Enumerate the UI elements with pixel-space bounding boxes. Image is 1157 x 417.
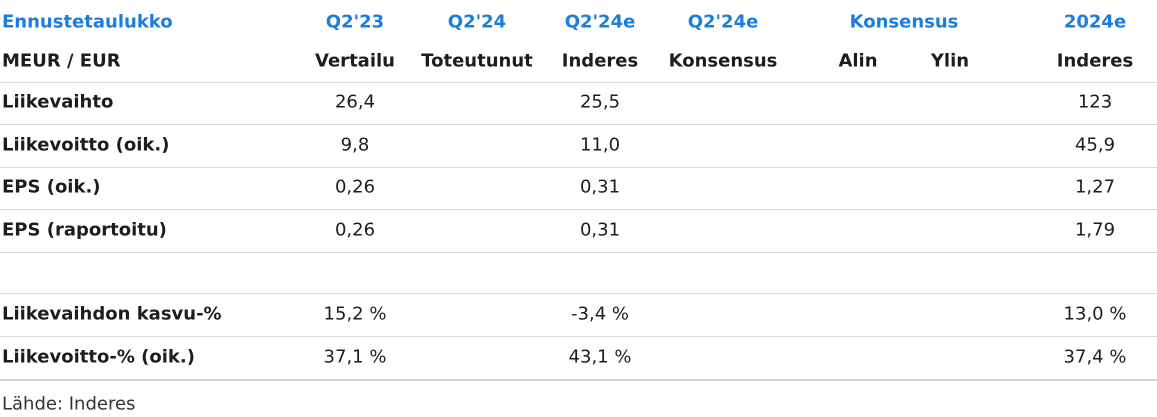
cell-value: 0,31 — [579, 176, 621, 198]
column-header: MEUR / EUR — [2, 50, 121, 72]
cell-value: 26,4 — [334, 91, 376, 113]
row-divider — [0, 82, 1157, 83]
column-header: Inderes — [1056, 50, 1134, 72]
row-label: Liikevaihto — [2, 91, 114, 113]
row-divider — [0, 378, 1157, 381]
cell-value: 37,4 % — [1063, 346, 1127, 367]
cell-value: 9,8 — [340, 134, 370, 155]
row-divider — [0, 209, 1157, 210]
cell-value: 13,0 % — [1063, 303, 1127, 325]
row-divider — [0, 293, 1157, 294]
cell-value: 15,2 % — [323, 303, 387, 325]
row-divider — [0, 124, 1157, 125]
row-label: EPS (oik.) — [2, 176, 101, 198]
group-header: Q2'24 — [447, 11, 507, 33]
group-header: Konsensus — [849, 11, 959, 33]
group-header: Q2'23 — [325, 11, 385, 33]
cell-value: 11,0 — [579, 134, 621, 155]
group-header: Q2'24e — [687, 11, 759, 33]
row-divider — [0, 336, 1157, 337]
column-header: Alin — [838, 50, 878, 72]
cell-value: 123 — [1077, 91, 1113, 113]
row-label: EPS (raportoitu) — [2, 219, 167, 240]
row-divider — [0, 251, 1157, 253]
cell-value: -3,4 % — [571, 303, 629, 325]
source-note: Lähde: Inderes — [2, 393, 136, 415]
column-header: Toteutunut — [421, 50, 533, 72]
column-header: Ylin — [930, 50, 970, 72]
cell-value: 43,1 % — [568, 346, 632, 367]
column-header: Vertailu — [315, 50, 395, 72]
cell-value: 25,5 — [579, 91, 621, 113]
cell-value: 45,9 — [1074, 134, 1116, 155]
row-label: Liikevoitto (oik.) — [2, 134, 170, 155]
cell-value: 0,26 — [334, 176, 376, 198]
column-header: Konsensus — [668, 50, 778, 72]
table-title: Ennustetaulukko — [2, 11, 173, 33]
cell-value: 0,31 — [579, 219, 621, 240]
cell-value: 0,26 — [334, 219, 376, 240]
group-header: 2024e — [1063, 11, 1127, 33]
cell-value: 1,79 — [1074, 219, 1116, 240]
cell-value: 1,27 — [1074, 176, 1116, 198]
cell-value: 37,1 % — [323, 346, 387, 367]
row-divider — [0, 166, 1157, 168]
column-header: Inderes — [561, 50, 639, 72]
row-label: Liikevaihdon kasvu-% — [2, 303, 222, 325]
group-header: Q2'24e — [564, 11, 636, 33]
row-label: Liikevoitto-% (oik.) — [2, 346, 195, 367]
